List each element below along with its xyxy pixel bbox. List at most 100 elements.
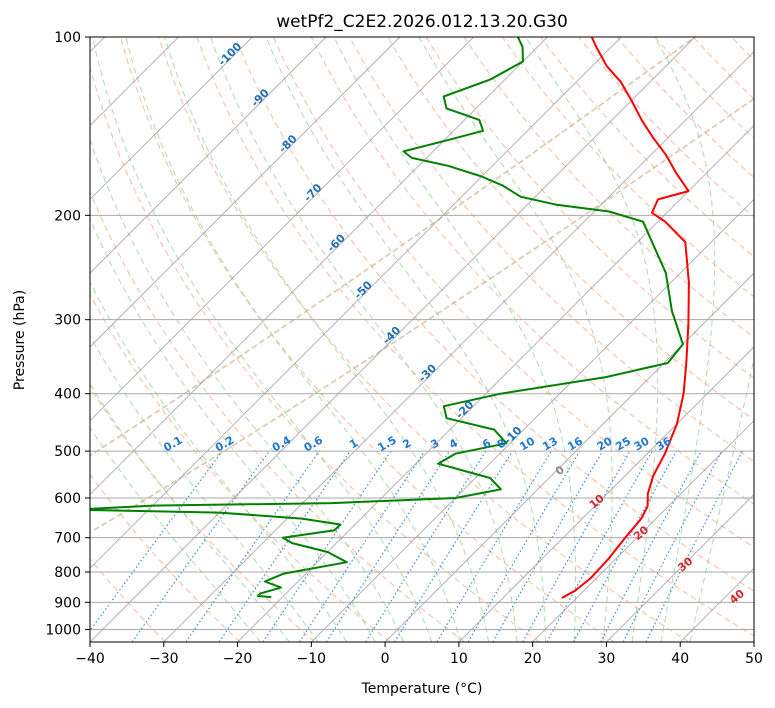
y-tick-label: 900 — [54, 595, 81, 611]
mixing-ratio-line — [262, 450, 392, 642]
mixing-ratio-label: 25 — [613, 435, 633, 454]
isotherm-line — [90, 37, 475, 422]
x-tick-label: 40 — [671, 651, 689, 667]
moist-adiabat-line — [265, 37, 547, 642]
x-axis-ticks: −40 −30 −20 −10 0 10 20 30 40 50 — [75, 642, 763, 667]
isotherm-line — [237, 124, 754, 642]
mixing-ratio-line — [436, 450, 552, 642]
isotherm-label: -50 — [352, 278, 375, 301]
dry-adiabat-label: 30 — [675, 554, 695, 574]
isotherm-line — [90, 37, 696, 642]
isotherm-label: -70 — [301, 181, 324, 204]
mixing-ratio-label: 4 — [447, 436, 460, 451]
mixing-ratio-label: 1 — [347, 436, 360, 451]
mixing-ratio-line — [365, 450, 487, 642]
chart-title: wetPf2_C2E2.2026.012.13.20.G30 — [276, 12, 568, 32]
moist-adiabat-line — [654, 37, 716, 642]
isotherm-label: -40 — [380, 324, 403, 347]
dry-adiabat-line — [120, 37, 615, 642]
dry-adiabat-line — [158, 37, 690, 642]
isotherm-line — [90, 37, 253, 201]
mixing-ratio-line — [131, 450, 270, 642]
dry-adiabat-line — [90, 473, 241, 642]
isotherm-line — [90, 37, 622, 569]
moist-adiabat-line — [418, 37, 613, 642]
mixing-ratio-line — [572, 450, 677, 642]
isotherm-label: -100 — [216, 40, 245, 69]
dry-adiabat-line — [501, 37, 754, 298]
dry-adiabat-line — [692, 37, 754, 100]
y-tick-label: 100 — [54, 30, 81, 46]
dry-adiabat-line — [90, 293, 391, 642]
y-axis-label: Pressure (hPa) — [12, 290, 28, 390]
y-tick-label: 500 — [54, 444, 81, 460]
mixing-ratio-line — [218, 450, 351, 642]
y-tick-label: 200 — [54, 208, 81, 224]
y-tick-label: 700 — [54, 531, 81, 547]
isotherm-line — [90, 37, 548, 496]
mixing-ratio-line — [90, 450, 223, 632]
x-tick-label: −20 — [223, 651, 253, 667]
moist-adiabat-line — [90, 426, 261, 642]
dry-adiabat-line — [196, 37, 754, 637]
dry-adiabat-line — [654, 37, 754, 139]
isotherm-line — [90, 37, 401, 348]
dry-adiabat-line — [387, 37, 754, 421]
y-tick-label: 800 — [54, 565, 81, 581]
isotherm-line — [679, 567, 754, 642]
isotherm-label: -80 — [276, 132, 299, 155]
x-axis-label: Temperature (°C) — [361, 681, 483, 697]
moist-adiabat-line — [90, 383, 290, 642]
dry-adiabat-line — [578, 37, 754, 218]
x-tick-label: 30 — [598, 651, 616, 667]
isotherm-line — [90, 37, 327, 274]
x-tick-label: 0 — [381, 651, 390, 667]
background-grid — [90, 37, 775, 642]
moist-adiabat-line — [90, 217, 376, 642]
moist-adiabat-line — [333, 37, 577, 642]
x-tick-label: 20 — [524, 651, 542, 667]
moist-adiabat-line — [125, 37, 461, 642]
mixing-ratio-label: 2 — [400, 436, 413, 451]
isotherm-line — [310, 198, 754, 642]
lcl-arc-line — [90, 37, 696, 457]
mixing-ratio-label: 16 — [565, 434, 585, 453]
x-tick-label: 50 — [745, 651, 763, 667]
moist-adiabat-line — [689, 356, 754, 642]
moist-adiabat-line — [164, 37, 490, 642]
mixing-ratio-line — [185, 450, 320, 642]
mixing-ratio-line — [394, 450, 513, 642]
y-axis-ticks: 100 200 300 400 500 600 700 800 900 1000 — [45, 30, 90, 638]
mixing-ratio-line — [299, 450, 426, 642]
moist-adiabat-line — [210, 37, 518, 642]
mixing-ratio-line — [325, 450, 450, 642]
y-tick-label: 1000 — [45, 622, 81, 638]
x-tick-label: −30 — [149, 651, 179, 667]
dry-adiabat-line — [272, 37, 754, 548]
isotherm-line — [532, 419, 754, 642]
x-tick-label: −40 — [75, 651, 105, 667]
dry-adiabat-line — [770, 37, 775, 642]
lcl-arc-line — [90, 97, 754, 534]
dewpoint-line — [90, 37, 684, 599]
dry-adiabat-label: 10 — [587, 492, 607, 512]
dry-adiabat-line — [463, 37, 754, 338]
temperature-line — [561, 37, 690, 599]
dry-adiabat-line — [731, 37, 754, 61]
moist-adiabat-line — [90, 280, 348, 642]
isotherm-label: -90 — [248, 86, 271, 109]
dry-adiabat-line — [90, 386, 316, 642]
dry-adiabat-line — [425, 37, 754, 379]
x-tick-label: 10 — [450, 651, 468, 667]
dry-adiabat-line — [234, 37, 754, 592]
isotherm-line — [753, 641, 754, 642]
dry-adiabat-line — [90, 65, 540, 642]
isotherm-label: -60 — [325, 231, 348, 254]
moist-adiabat-line — [90, 335, 319, 642]
y-tick-label: 300 — [54, 313, 81, 329]
mixing-ratio-label: 30 — [632, 434, 652, 453]
dry-adiabat-line — [310, 37, 754, 505]
mixing-ratio-line — [522, 450, 631, 642]
dry-adiabat-line — [349, 37, 754, 463]
